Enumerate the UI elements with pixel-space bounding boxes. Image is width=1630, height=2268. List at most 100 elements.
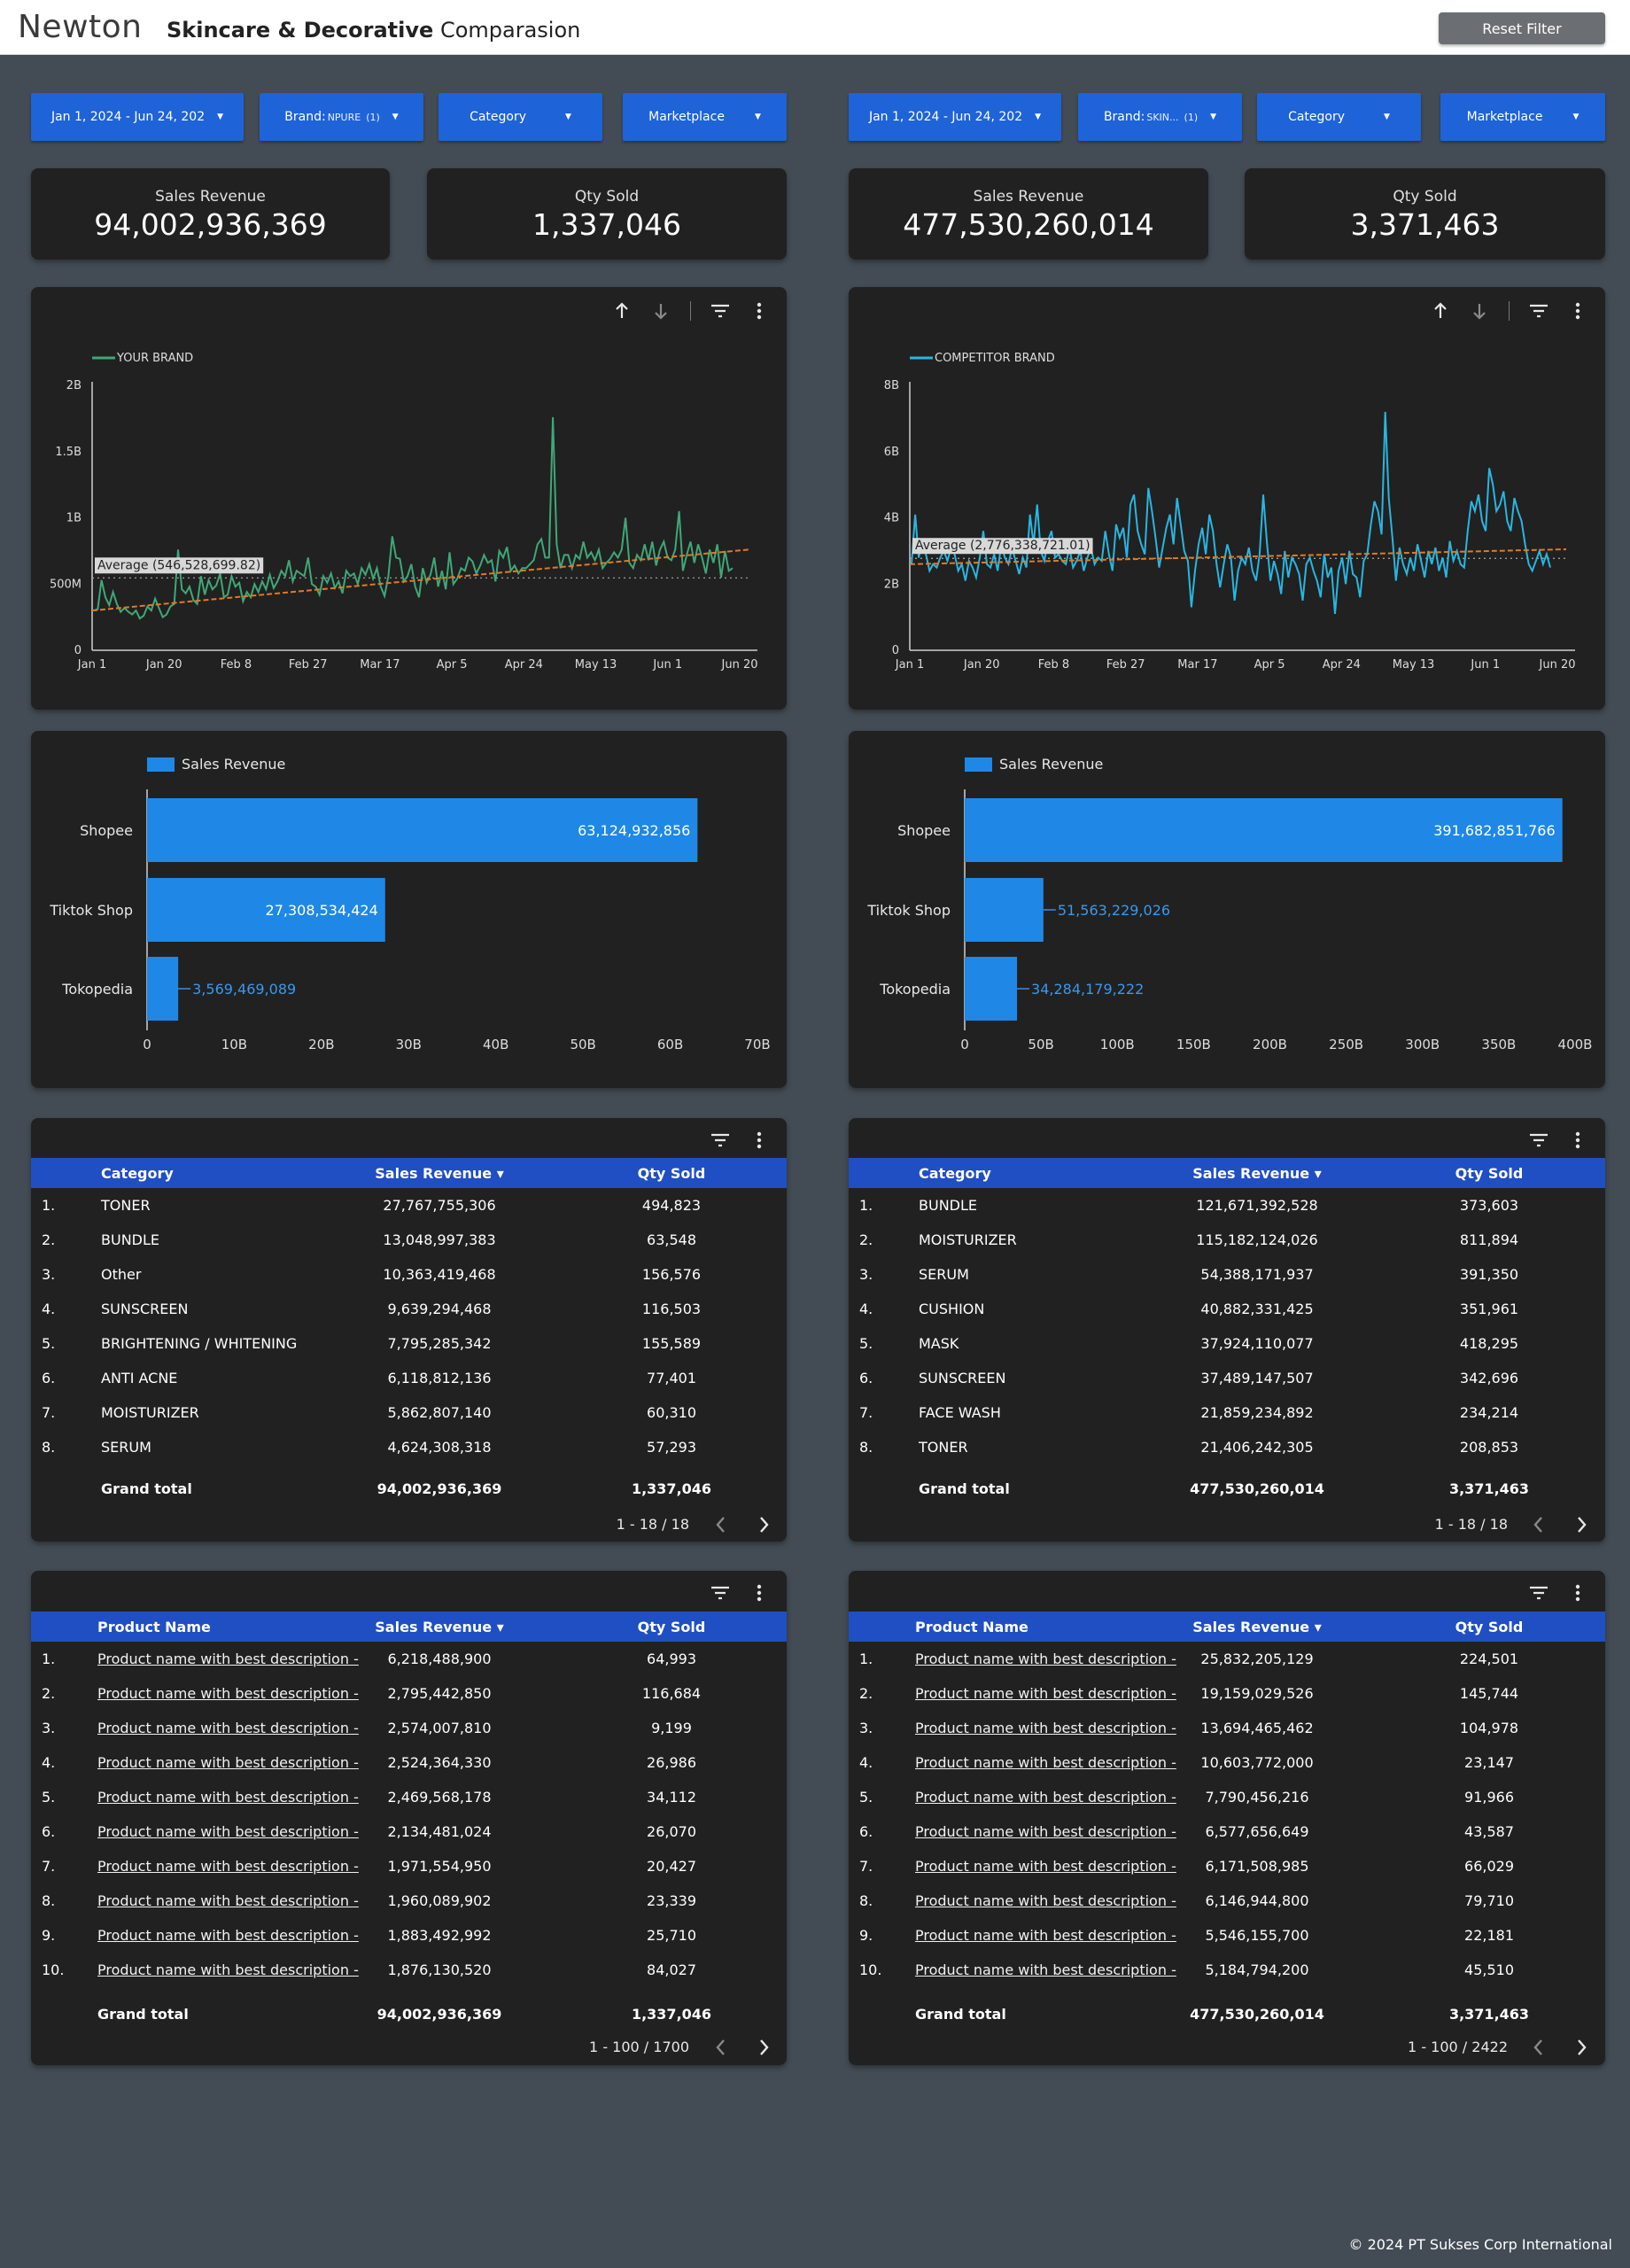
chevron-left-icon[interactable] [710, 1514, 732, 1535]
table-row[interactable]: 4. Product name with best description - 2,… [31, 1745, 787, 1780]
table-row[interactable]: 2. BUNDLE 13,048,997,383 63,548 [31, 1223, 787, 1257]
row-name[interactable]: Product name with best description - [915, 1892, 1176, 1909]
row-name[interactable]: Product name with best description - [915, 1685, 1176, 1702]
row-name[interactable]: Product name with best description - [97, 1927, 359, 1944]
row-name[interactable]: Product name with best description - [915, 1754, 1176, 1771]
table-row[interactable]: 9. Product name with best description - 1,… [31, 1918, 787, 1953]
filter-icon[interactable] [710, 301, 730, 321]
reset-filter-button[interactable]: Reset Filter [1439, 12, 1605, 44]
right-date-range-filter[interactable]: Jan 1, 2024 - Jun 24, 202 ▼ [849, 93, 1061, 141]
table-row[interactable]: 6. Product name with best description - 2,… [31, 1814, 787, 1849]
more-vert-icon[interactable] [1568, 1583, 1587, 1603]
chevron-right-icon[interactable] [1571, 1514, 1592, 1535]
table-row[interactable]: 8. TONER 21,406,242,305 208,853 [849, 1430, 1605, 1464]
right-brand-filter[interactable]: Brand: SKIN... (1) ▼ [1078, 93, 1242, 141]
chevron-right-icon[interactable] [753, 2037, 774, 2058]
column-header-qty-sold[interactable]: Qty Sold [637, 1165, 706, 1182]
table-row[interactable]: 3. Product name with best description - 2,… [31, 1711, 787, 1745]
table-row[interactable]: 2. Product name with best description - 19… [849, 1676, 1605, 1711]
table-row[interactable]: 6. Product name with best description - 6,… [849, 1814, 1605, 1849]
column-header-sales-revenue[interactable]: Sales Revenue ▾ [375, 1619, 504, 1635]
table-row[interactable]: 7. Product name with best description - 1,… [31, 1849, 787, 1884]
column-header-name[interactable]: Category [101, 1165, 174, 1182]
table-row[interactable]: 8. Product name with best description - 6,… [849, 1884, 1605, 1918]
table-row[interactable]: 5. Product name with best description - 7,… [849, 1780, 1605, 1814]
column-header-sales-revenue[interactable]: Sales Revenue ▾ [1192, 1165, 1322, 1182]
sort-descending-icon[interactable] [651, 301, 671, 321]
table-row[interactable]: 3. Product name with best description - 13… [849, 1711, 1605, 1745]
filter-icon[interactable] [1529, 1583, 1548, 1603]
column-header-name[interactable]: Product Name [97, 1619, 211, 1635]
table-row[interactable]: 2. Product name with best description - 2,… [31, 1676, 787, 1711]
filter-icon[interactable] [1529, 301, 1548, 321]
sort-descending-icon[interactable] [1470, 301, 1489, 321]
column-header-qty-sold[interactable]: Qty Sold [1455, 1619, 1524, 1635]
table-row[interactable]: 1. TONER 27,767,755,306 494,823 [31, 1188, 787, 1223]
more-vert-icon[interactable] [1568, 1130, 1587, 1150]
column-header-sales-revenue[interactable]: Sales Revenue ▾ [375, 1165, 504, 1182]
table-row[interactable]: 5. MASK 37,924,110,077 418,295 [849, 1326, 1605, 1361]
row-name[interactable]: Product name with best description - [97, 1720, 359, 1736]
chevron-left-icon[interactable] [710, 2037, 732, 2058]
row-name[interactable]: Product name with best description - [97, 1961, 359, 1978]
table-row[interactable]: 7. Product name with best description - 6,… [849, 1849, 1605, 1884]
row-name[interactable]: Product name with best description - [915, 1789, 1176, 1806]
row-name[interactable]: Product name with best description - [97, 1651, 359, 1667]
table-row[interactable]: 5. Product name with best description - 2,… [31, 1780, 787, 1814]
table-row[interactable]: 4. CUSHION 40,882,331,425 351,961 [849, 1292, 1605, 1326]
more-vert-icon[interactable] [749, 301, 769, 321]
table-row[interactable]: 10. Product name with best description - 5… [849, 1953, 1605, 1987]
row-name[interactable]: Product name with best description - [915, 1823, 1176, 1840]
row-name[interactable]: Product name with best description - [97, 1789, 359, 1806]
table-row[interactable]: 4. Product name with best description - 10… [849, 1745, 1605, 1780]
table-row[interactable]: 7. MOISTURIZER 5,862,807,140 60,310 [31, 1395, 787, 1430]
table-row[interactable]: 7. FACE WASH 21,859,234,892 234,214 [849, 1395, 1605, 1430]
chevron-right-icon[interactable] [1571, 2037, 1592, 2058]
right-marketplace-filter[interactable]: Marketplace ▼ [1440, 93, 1605, 141]
row-name[interactable]: Product name with best description - [915, 1651, 1176, 1667]
more-vert-icon[interactable] [749, 1130, 769, 1150]
table-row[interactable]: 5. BRIGHTENING / WHITENING 7,795,285,342 15… [31, 1326, 787, 1361]
column-header-name[interactable]: Category [919, 1165, 991, 1182]
chevron-left-icon[interactable] [1528, 2037, 1549, 2058]
filter-icon[interactable] [1529, 1130, 1548, 1150]
column-header-qty-sold[interactable]: Qty Sold [637, 1619, 706, 1635]
column-header-name[interactable]: Product Name [915, 1619, 1028, 1635]
more-vert-icon[interactable] [749, 1583, 769, 1603]
column-header-qty-sold[interactable]: Qty Sold [1455, 1165, 1524, 1182]
row-name[interactable]: Product name with best description - [97, 1858, 359, 1875]
chevron-left-icon[interactable] [1528, 1514, 1549, 1535]
right-category-filter[interactable]: Category ▼ [1257, 93, 1421, 141]
table-row[interactable]: 8. Product name with best description - 1,… [31, 1884, 787, 1918]
table-row[interactable]: 4. SUNSCREEN 9,639,294,468 116,503 [31, 1292, 787, 1326]
table-row[interactable]: 3. SERUM 54,388,171,937 391,350 [849, 1257, 1605, 1292]
sort-ascending-icon[interactable] [612, 301, 632, 321]
table-row[interactable]: 8. SERUM 4,624,308,318 57,293 [31, 1430, 787, 1464]
row-name[interactable]: Product name with best description - [97, 1685, 359, 1702]
row-name[interactable]: Product name with best description - [915, 1858, 1176, 1875]
chevron-right-icon[interactable] [753, 1514, 774, 1535]
table-row[interactable]: 10. Product name with best description - 1… [31, 1953, 787, 1987]
left-brand-filter[interactable]: Brand: NPURE (1) ▼ [260, 93, 423, 141]
table-row[interactable]: 1. Product name with best description - 6,… [31, 1642, 787, 1676]
row-name[interactable]: Product name with best description - [915, 1961, 1176, 1978]
row-name[interactable]: Product name with best description - [97, 1892, 359, 1909]
table-row[interactable]: 6. ANTI ACNE 6,118,812,136 77,401 [31, 1361, 787, 1395]
table-row[interactable]: 2. MOISTURIZER 115,182,124,026 811,894 [849, 1223, 1605, 1257]
filter-icon[interactable] [710, 1583, 730, 1603]
left-date-range-filter[interactable]: Jan 1, 2024 - Jun 24, 202 ▼ [31, 93, 244, 141]
table-row[interactable]: 6. SUNSCREEN 37,489,147,507 342,696 [849, 1361, 1605, 1395]
row-name[interactable]: Product name with best description - [915, 1927, 1176, 1944]
table-row[interactable]: 3. Other 10,363,419,468 156,576 [31, 1257, 787, 1292]
table-row[interactable]: 1. Product name with best description - 25… [849, 1642, 1605, 1676]
filter-icon[interactable] [710, 1130, 730, 1150]
table-row[interactable]: 9. Product name with best description - 5,… [849, 1918, 1605, 1953]
more-vert-icon[interactable] [1568, 301, 1587, 321]
table-row[interactable]: 1. BUNDLE 121,671,392,528 373,603 [849, 1188, 1605, 1223]
sort-ascending-icon[interactable] [1431, 301, 1450, 321]
column-header-sales-revenue[interactable]: Sales Revenue ▾ [1192, 1619, 1322, 1635]
row-name[interactable]: Product name with best description - [97, 1754, 359, 1771]
left-category-filter[interactable]: Category ▼ [439, 93, 602, 141]
row-name[interactable]: Product name with best description - [97, 1823, 359, 1840]
row-name[interactable]: Product name with best description - [915, 1720, 1176, 1736]
